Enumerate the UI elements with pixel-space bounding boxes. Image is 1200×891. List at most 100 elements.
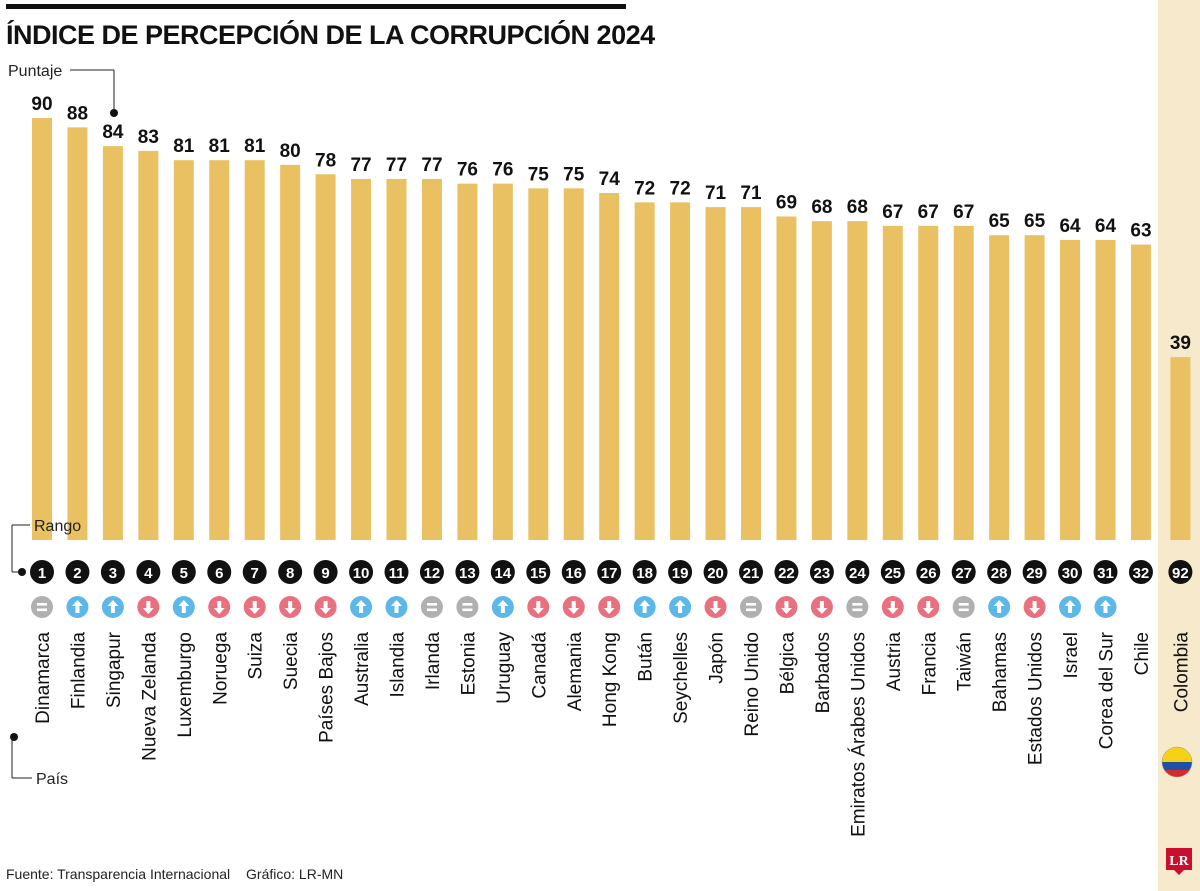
- rank-circle: [419, 560, 444, 584]
- rank-label: 5: [180, 565, 188, 582]
- chart-title: ÍNDICE DE PERCEPCIÓN DE LA CORRUPCIÓN 20…: [6, 20, 655, 50]
- rank-circle: [1128, 560, 1153, 584]
- value-label: 68: [811, 197, 832, 218]
- country-label: Dinamarca: [33, 632, 54, 724]
- rank-label: 28: [991, 565, 1008, 582]
- bar: [847, 221, 868, 540]
- rank-label: 24: [849, 565, 866, 582]
- rank-label: 8: [286, 565, 294, 582]
- rank-label: 4: [144, 565, 153, 582]
- value-label: 39: [1170, 333, 1191, 354]
- bar: [67, 127, 88, 540]
- trend-down-icon: [775, 596, 798, 618]
- country-label: Barbados: [813, 632, 834, 713]
- trend-down-icon: [137, 596, 160, 618]
- bar: [280, 164, 301, 540]
- trend-down-icon: [527, 596, 550, 618]
- bar: [989, 235, 1010, 540]
- bar: [173, 160, 194, 540]
- rank-label: 18: [636, 565, 653, 582]
- country-label: Singapur: [104, 631, 125, 708]
- value-label: 71: [740, 183, 762, 204]
- country-label: Israel: [1061, 632, 1082, 678]
- rank-label: 11: [389, 565, 405, 582]
- rank-circle: [987, 560, 1012, 584]
- score-legend-label: Puntaje: [8, 63, 62, 80]
- rank-circle: [526, 560, 551, 584]
- trend-same-icon: [420, 596, 443, 618]
- country-legend-label: País: [36, 771, 68, 788]
- bar: [1060, 239, 1081, 540]
- rank-circle: [171, 560, 196, 584]
- rank-legend-dot: [18, 568, 26, 576]
- value-label: 68: [847, 197, 868, 218]
- rank-label: 13: [459, 565, 476, 582]
- rank-circle: [136, 560, 161, 584]
- bar: [811, 221, 832, 540]
- rank-circle: [597, 560, 622, 584]
- country-label: Hong Kong: [600, 632, 621, 727]
- bars-group: [32, 118, 1191, 541]
- trend-up-icon: [385, 596, 408, 618]
- rank-circle: [313, 560, 338, 584]
- country-legend: País: [10, 733, 68, 788]
- rank-label: 25: [884, 565, 901, 582]
- rank-circle: [668, 560, 693, 584]
- value-label: 75: [528, 164, 550, 185]
- value-label: 77: [386, 155, 407, 176]
- rank-label: 16: [565, 565, 582, 582]
- trend-down-icon: [562, 596, 585, 618]
- value-label: 67: [953, 202, 974, 223]
- rank-label: 19: [672, 565, 689, 582]
- bar: [32, 118, 52, 540]
- country-label: Suiza: [246, 632, 267, 680]
- country-label: Alemania: [565, 632, 586, 712]
- country-label: Suecia: [281, 632, 302, 691]
- country-label: Irlanda: [423, 632, 444, 691]
- rank-circle: [809, 560, 834, 584]
- country-label: Estados Unidos: [1026, 632, 1047, 765]
- value-label: 76: [457, 160, 478, 181]
- lr-logo: LR: [1166, 848, 1192, 875]
- bar: [776, 216, 797, 540]
- country-label: Luxemburgo: [175, 632, 196, 738]
- country-label: Austria: [884, 632, 905, 692]
- bar: [670, 202, 691, 540]
- bar: [492, 183, 513, 540]
- rank-label: 17: [601, 565, 618, 582]
- trend-down-icon: [1023, 596, 1046, 618]
- rank-legend-label: Rango: [34, 518, 81, 535]
- bar: [918, 225, 939, 540]
- rank-legend: Rango: [11, 518, 81, 576]
- value-label: 81: [209, 136, 231, 157]
- rank-circle: [207, 560, 232, 584]
- trend-up-icon: [1094, 596, 1117, 618]
- country-labels-group: Dinamarca Finlandia Singapur Nueva Zelanda L…: [33, 631, 1192, 837]
- value-label: 65: [1024, 211, 1046, 232]
- country-label: Estonia: [458, 632, 479, 696]
- rank-circle: [1093, 560, 1118, 584]
- rank-circle: [100, 560, 125, 584]
- trend-down-icon: [243, 596, 266, 618]
- value-label: 84: [102, 122, 124, 143]
- country-label: Japón: [707, 632, 728, 684]
- trend-icons-group: [31, 596, 1117, 618]
- trend-same-icon: [740, 596, 762, 618]
- lr-logo-text: LR: [1169, 854, 1189, 869]
- bar: [528, 188, 549, 541]
- trend-up-icon: [350, 596, 373, 618]
- country-legend-dot: [10, 733, 18, 741]
- rank-circle: [242, 560, 267, 584]
- country-label: Bélgica: [777, 632, 798, 695]
- trend-up-icon: [988, 596, 1011, 618]
- rank-circle: [561, 560, 586, 584]
- country-label: Colombia: [1171, 632, 1192, 713]
- value-label: 74: [599, 169, 621, 190]
- trend-down-icon: [279, 596, 302, 618]
- source-note: Fuente: Transparencia Internacional Gráf…: [6, 866, 355, 882]
- rank-label: 92: [1172, 565, 1189, 582]
- value-label: 71: [705, 183, 727, 204]
- trend-down-icon: [810, 596, 833, 618]
- rank-label: 14: [495, 565, 512, 582]
- rank-circle: [1022, 560, 1047, 584]
